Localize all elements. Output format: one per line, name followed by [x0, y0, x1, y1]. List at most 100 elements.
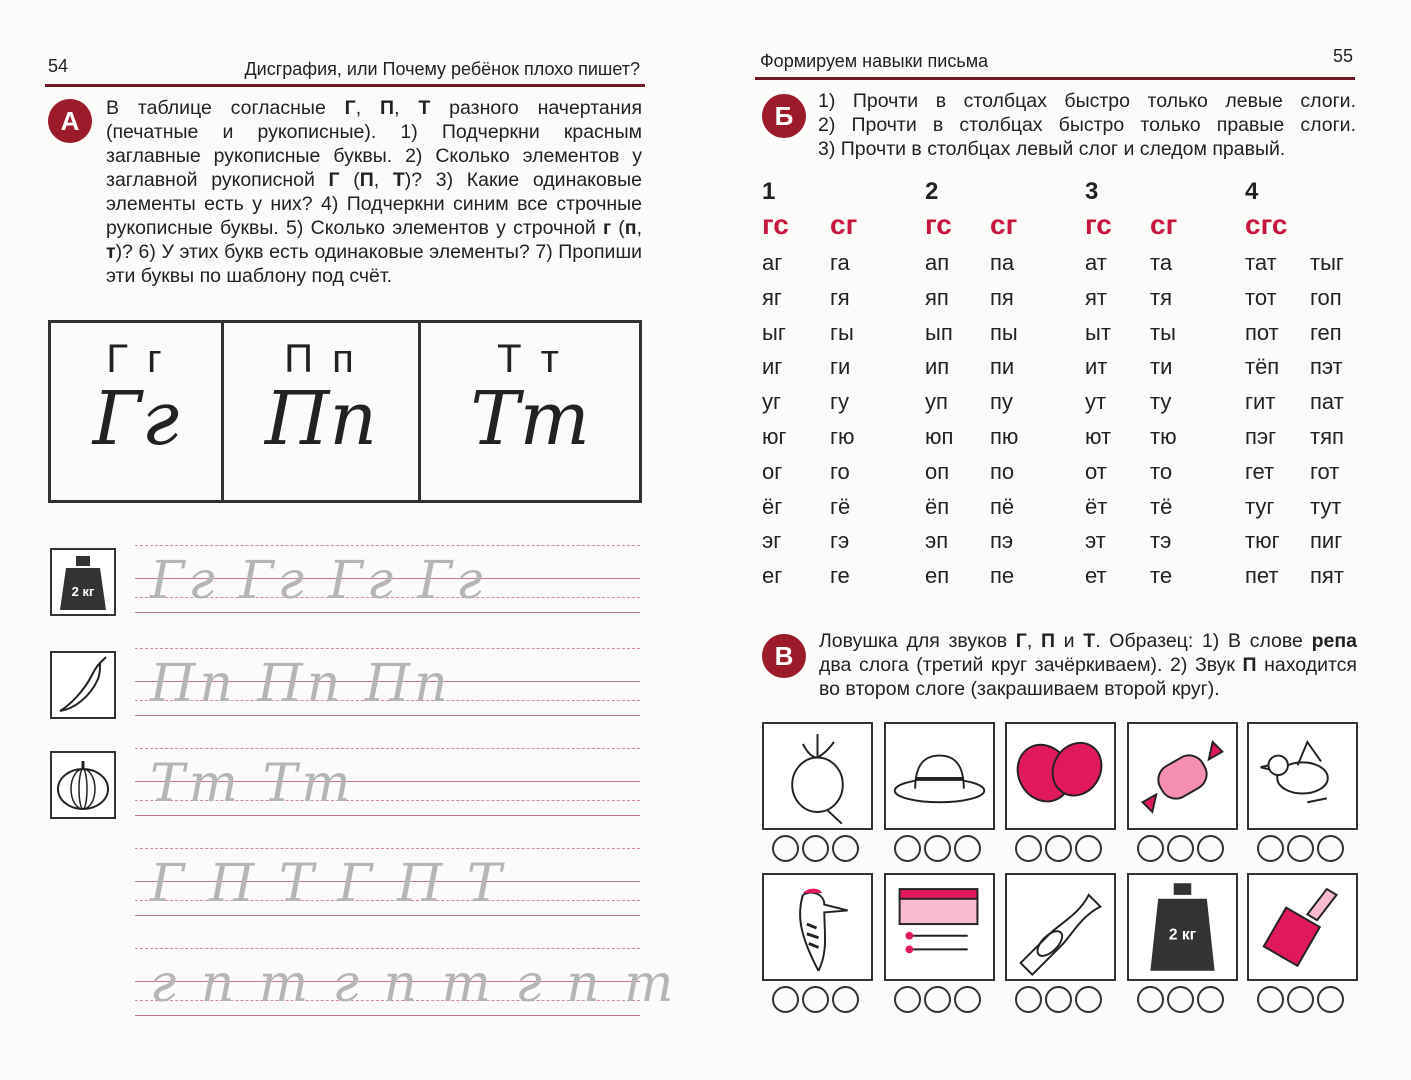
syllable-circle[interactable] [954, 986, 981, 1013]
pumpkin-icon [50, 751, 116, 819]
tracing-letters: Пп Пп Пп [150, 654, 452, 714]
syllable-left: ог [762, 458, 783, 484]
syllable-left: туг [1245, 493, 1275, 519]
syllable-circle[interactable] [1257, 835, 1284, 862]
guide-line [135, 915, 640, 916]
syllable-circle[interactable] [1167, 986, 1194, 1013]
syllable-left: ыг [762, 319, 786, 345]
syllable-right: тут [1310, 493, 1342, 519]
syllable-circle[interactable] [1015, 986, 1042, 1013]
syllable-left: эг [762, 528, 782, 554]
syllable-circle[interactable] [1197, 835, 1224, 862]
syllable-circle[interactable] [1287, 986, 1314, 1013]
hat-icon [884, 722, 995, 830]
weight-label: 2 кг [1169, 927, 1197, 944]
syllable-circle[interactable] [1167, 835, 1194, 862]
syllable-right: геп [1310, 319, 1342, 345]
syllable-left: еп [925, 563, 950, 589]
guide-line [135, 681, 640, 682]
syllable-right: то [1150, 458, 1173, 484]
syllable-right: пы [990, 319, 1018, 345]
syllable-left: тёп [1245, 354, 1280, 380]
syllable-left: уг [762, 389, 782, 415]
syllable-left: пот [1245, 319, 1279, 345]
syllable-circle[interactable] [1075, 986, 1102, 1013]
guide-line [135, 815, 640, 816]
column-number: 2 [925, 178, 939, 205]
section-b-line-1: 1) Прочти в столбцах быстро только левые… [818, 90, 1356, 112]
syllable-right: тё [1150, 493, 1173, 519]
guide-line [135, 900, 640, 901]
mittens-icon [1005, 722, 1116, 830]
candy-icon [1127, 722, 1238, 830]
syllable-left: ёп [925, 493, 950, 519]
syllable-left: юп [925, 424, 954, 449]
syllable-right: гё [830, 493, 851, 519]
syllable-right: пат [1310, 389, 1344, 415]
syllable-right: пят [1310, 563, 1344, 589]
syllable-left: гит [1245, 389, 1276, 415]
syllable-right: гы [830, 319, 854, 345]
syllable-circle[interactable] [894, 986, 921, 1013]
syllable-left: ут [1085, 389, 1107, 415]
syllable-circle[interactable] [802, 986, 829, 1013]
syllable-circle[interactable] [772, 986, 799, 1013]
printed-letters: Г г [106, 337, 166, 381]
syllable-circles [772, 986, 859, 1013]
guide-line [135, 715, 640, 716]
guide-line [135, 700, 640, 701]
syllable-circle[interactable] [1137, 835, 1164, 862]
syllable-circle[interactable] [802, 835, 829, 862]
syllable-circle[interactable] [924, 835, 951, 862]
column-header: гс [1085, 209, 1112, 240]
syllable-left: ит [1085, 354, 1108, 380]
syllable-right: ги [830, 354, 851, 380]
syllable-circle[interactable] [1045, 986, 1072, 1013]
syllable-circle[interactable] [1317, 835, 1344, 862]
column-header: сгс [1245, 209, 1288, 240]
syllable-left: аг [762, 250, 783, 275]
syllable-circle[interactable] [772, 835, 799, 862]
syllable-right: гот [1310, 458, 1340, 484]
syllable-left: ёг [762, 493, 783, 519]
syllable-circle[interactable] [1137, 986, 1164, 1013]
syllable-circles [1257, 835, 1344, 862]
running-title-left: Дисграфия, или Почему ребёнок плохо пише… [244, 59, 640, 79]
syllable-left: ып [925, 319, 953, 345]
syllable-left: пет [1245, 563, 1279, 589]
syllable-left: ип [925, 354, 950, 380]
syllable-circle[interactable] [954, 835, 981, 862]
syllable-circle[interactable] [832, 986, 859, 1013]
syllable-circle[interactable] [1317, 986, 1344, 1013]
syllable-right: ге [830, 563, 850, 589]
letter-cell: Г г Гг [51, 323, 224, 500]
syllable-left: ег [762, 563, 783, 589]
syllable-circle[interactable] [832, 835, 859, 862]
syllable-left: эп [925, 528, 949, 554]
syllable-right: гоп [1310, 284, 1342, 310]
syllable-circle[interactable] [1197, 986, 1224, 1013]
syllable-circle[interactable] [1045, 835, 1072, 862]
beet-icon [762, 722, 873, 830]
guide-line [135, 948, 640, 949]
guide-line [135, 848, 640, 849]
page-number-right: 55 [1333, 46, 1354, 66]
syllable-circles [894, 835, 981, 862]
syllable-circle[interactable] [1015, 835, 1042, 862]
section-v-badge: В [762, 634, 806, 678]
syllable-right: пё [990, 493, 1015, 519]
syllable-circle[interactable] [1075, 835, 1102, 862]
column-number: 1 [762, 178, 776, 205]
syllable-right: та [1150, 250, 1173, 275]
guide-line [135, 800, 640, 801]
syllable-circle[interactable] [1257, 986, 1284, 1013]
column-number: 3 [1085, 178, 1099, 205]
syllable-right: пу [990, 389, 1013, 415]
guide-line [135, 781, 640, 782]
syllable-circle[interactable] [1287, 835, 1314, 862]
syllable-circle[interactable] [894, 835, 921, 862]
syllable-left: тюг [1245, 528, 1280, 554]
syllable-left: ят [1085, 284, 1107, 310]
syllable-circle[interactable] [924, 986, 951, 1013]
syllable-circles [1137, 835, 1224, 862]
